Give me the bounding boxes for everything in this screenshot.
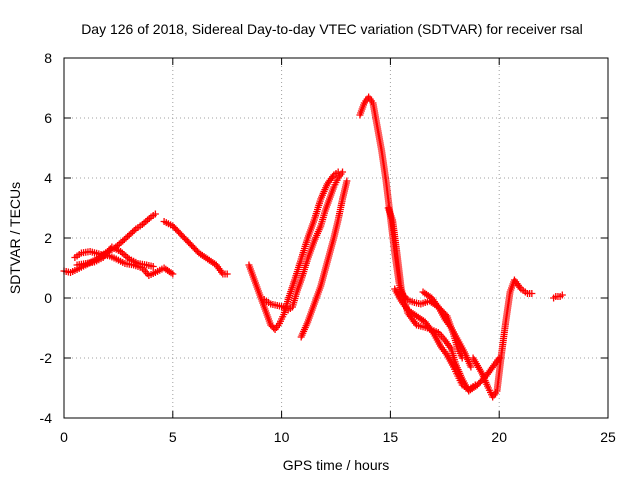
series-arc2 bbox=[71, 248, 177, 279]
x-tick-label: 15 bbox=[383, 429, 399, 445]
x-tick-label: 20 bbox=[491, 429, 507, 445]
data-point bbox=[125, 231, 133, 239]
data-point bbox=[120, 236, 128, 243]
y-tick-labels: -4 -2 0 2 4 6 8 bbox=[40, 50, 53, 426]
data-point bbox=[151, 210, 159, 218]
series-arc4 bbox=[160, 218, 231, 278]
series-arc12 bbox=[469, 276, 536, 401]
data-point bbox=[223, 270, 231, 278]
x-tick-label: 5 bbox=[169, 429, 177, 445]
series-arc10 bbox=[391, 285, 479, 393]
x-tick-labels: 0 5 10 15 20 25 bbox=[60, 429, 616, 445]
y-tick-label: 0 bbox=[44, 290, 52, 306]
data-point bbox=[130, 227, 138, 234]
series-arc3 bbox=[73, 243, 157, 270]
x-axis-label: GPS time / hours bbox=[283, 457, 390, 473]
data-point bbox=[471, 381, 479, 389]
data-point bbox=[558, 291, 566, 299]
data-points bbox=[60, 93, 566, 401]
y-tick-label: 6 bbox=[44, 110, 52, 126]
data-point bbox=[129, 228, 137, 236]
x-tick-label: 25 bbox=[600, 429, 616, 445]
series-arc7 bbox=[297, 177, 351, 341]
data-point bbox=[127, 230, 135, 237]
data-point bbox=[124, 233, 132, 240]
data-point bbox=[119, 237, 127, 245]
y-axis-label: SDTVAR / TECUs bbox=[7, 182, 23, 294]
chart-title: Day 126 of 2018, Sidereal Day-to-day VTE… bbox=[81, 21, 583, 37]
y-tick-label: 2 bbox=[44, 230, 52, 246]
series-arc6 bbox=[260, 168, 347, 314]
data-point bbox=[467, 363, 475, 371]
y-tick-label: -2 bbox=[40, 350, 53, 366]
data-point bbox=[169, 270, 177, 278]
data-point bbox=[528, 290, 536, 297]
data-point bbox=[149, 263, 157, 270]
axis-ticks bbox=[63, 57, 609, 419]
y-tick-label: 8 bbox=[44, 50, 52, 66]
y-tick-label: -4 bbox=[40, 410, 53, 426]
x-tick-label: 10 bbox=[274, 429, 290, 445]
series-arc11 bbox=[419, 288, 475, 371]
series-arc5 bbox=[245, 168, 342, 333]
x-tick-label: 0 bbox=[60, 429, 68, 445]
data-point bbox=[343, 177, 351, 185]
y-tick-label: 4 bbox=[44, 170, 52, 186]
data-point bbox=[339, 168, 347, 176]
data-point bbox=[122, 234, 130, 242]
series-arc9 bbox=[384, 204, 503, 395]
series-arc13 bbox=[550, 291, 566, 302]
